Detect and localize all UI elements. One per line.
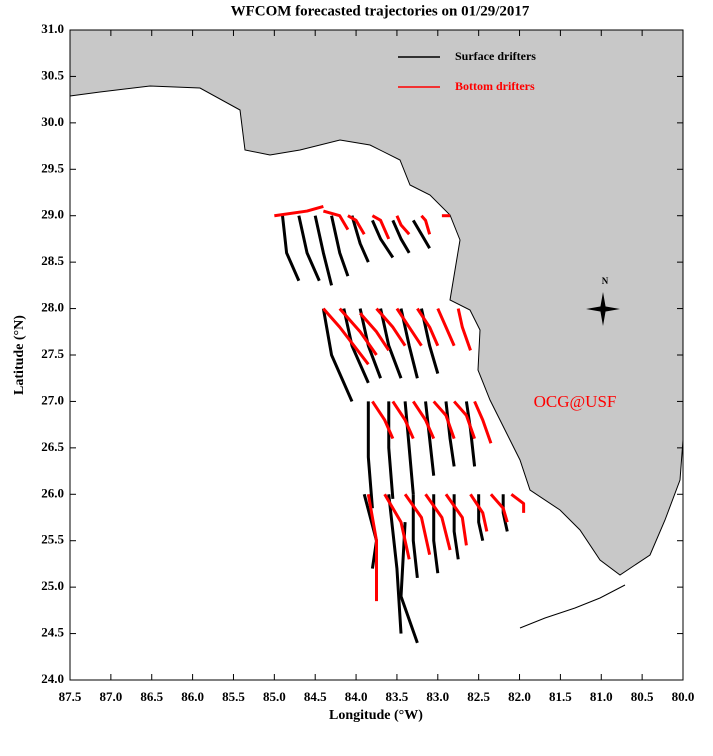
trajectory [297, 215, 321, 282]
trajectory [473, 400, 493, 444]
compass-label: N [602, 276, 609, 286]
trajectory [342, 308, 370, 384]
trajectory [469, 493, 489, 532]
trajectory [403, 401, 415, 495]
y-tick-label: 26.0 [41, 485, 64, 500]
x-tick-label: 85.0 [263, 689, 286, 704]
x-tick-label: 85.5 [222, 689, 245, 704]
trajectory [412, 400, 436, 440]
trajectory [313, 215, 334, 286]
trajectory [359, 312, 391, 352]
y-tick-label: 30.5 [41, 67, 64, 82]
y-tick-label: 25.5 [41, 532, 64, 547]
trajectory [366, 494, 378, 602]
trajectory [281, 215, 301, 282]
trajectory [379, 308, 403, 379]
chart-title: WFCOM forecasted trajectories on 01/29/2… [231, 3, 530, 19]
x-tick-label: 86.0 [181, 689, 204, 704]
trajectory [453, 400, 476, 440]
x-tick-label: 82.5 [467, 689, 490, 704]
x-tick-label: 83.5 [386, 689, 409, 704]
trajectory [383, 493, 411, 560]
y-tick-label: 26.5 [41, 439, 64, 454]
y-tick-label: 29.0 [41, 207, 64, 222]
y-axis-label: Latitude (°N) [12, 315, 27, 395]
trajectory [395, 215, 411, 236]
x-tick-label: 80.5 [631, 689, 654, 704]
trajectory [387, 401, 395, 500]
trajectory [371, 400, 395, 440]
x-tick-label: 82.0 [508, 689, 531, 704]
legend-label: Bottom drifters [455, 79, 535, 93]
keys [519, 584, 626, 629]
trajectory [375, 307, 407, 347]
trajectory [371, 214, 391, 240]
y-tick-label: 29.5 [41, 160, 64, 175]
y-tick-label: 27.5 [41, 346, 64, 361]
land [69, 29, 684, 576]
x-tick-label: 81.5 [549, 689, 572, 704]
trajectory [403, 493, 432, 555]
trajectory [444, 493, 468, 546]
x-tick-label: 87.0 [99, 689, 122, 704]
y-tick-label: 27.0 [41, 392, 64, 407]
y-tick-label: 28.5 [41, 253, 64, 268]
trajectory [411, 219, 431, 249]
x-tick-label: 83.0 [426, 689, 449, 704]
annotation: OCG@USF [534, 392, 617, 411]
trajectory [347, 214, 366, 236]
trajectory [432, 400, 456, 440]
trajectory [424, 493, 452, 551]
trajectory [432, 494, 440, 574]
x-tick-label: 84.0 [345, 689, 368, 704]
y-tick-label: 30.0 [41, 114, 64, 129]
compass: N [586, 276, 620, 326]
y-tick-label: 24.0 [41, 671, 64, 686]
trajectory [456, 308, 472, 351]
x-axis-label: Longitude (°W) [329, 708, 423, 723]
trajectory [387, 494, 403, 634]
y-tick-label: 24.5 [41, 625, 64, 640]
trajectory [371, 219, 395, 259]
trajectory [391, 400, 415, 440]
trajectory [395, 307, 423, 347]
trajectory [350, 215, 370, 263]
trajectory [436, 307, 456, 347]
trajectory [424, 401, 436, 476]
trajectory [391, 219, 411, 254]
trajectory [330, 215, 350, 277]
trajectory [489, 493, 509, 523]
trajectory [322, 209, 350, 231]
trajectory [274, 204, 324, 218]
trajectory [411, 494, 419, 579]
legend-label: Surface drifters [455, 49, 536, 63]
trajectory [510, 493, 526, 513]
x-tick-label: 81.0 [590, 689, 613, 704]
trajectory [444, 401, 456, 467]
x-tick-label: 80.0 [672, 689, 695, 704]
y-tick-label: 31.0 [41, 21, 64, 36]
trajectory [420, 214, 432, 235]
trajectory [477, 494, 485, 542]
trajectory [416, 307, 440, 347]
x-tick-label: 84.5 [304, 689, 327, 704]
trajectory [452, 494, 460, 560]
trajectory [321, 308, 354, 403]
x-tick-label: 87.5 [59, 689, 82, 704]
trajectory [338, 307, 378, 356]
y-tick-label: 28.0 [41, 300, 64, 315]
trajectory [322, 307, 370, 366]
y-tick-label: 25.0 [41, 578, 64, 593]
trajectory [366, 401, 374, 509]
trajectory [399, 522, 419, 644]
x-tick-label: 86.5 [140, 689, 163, 704]
